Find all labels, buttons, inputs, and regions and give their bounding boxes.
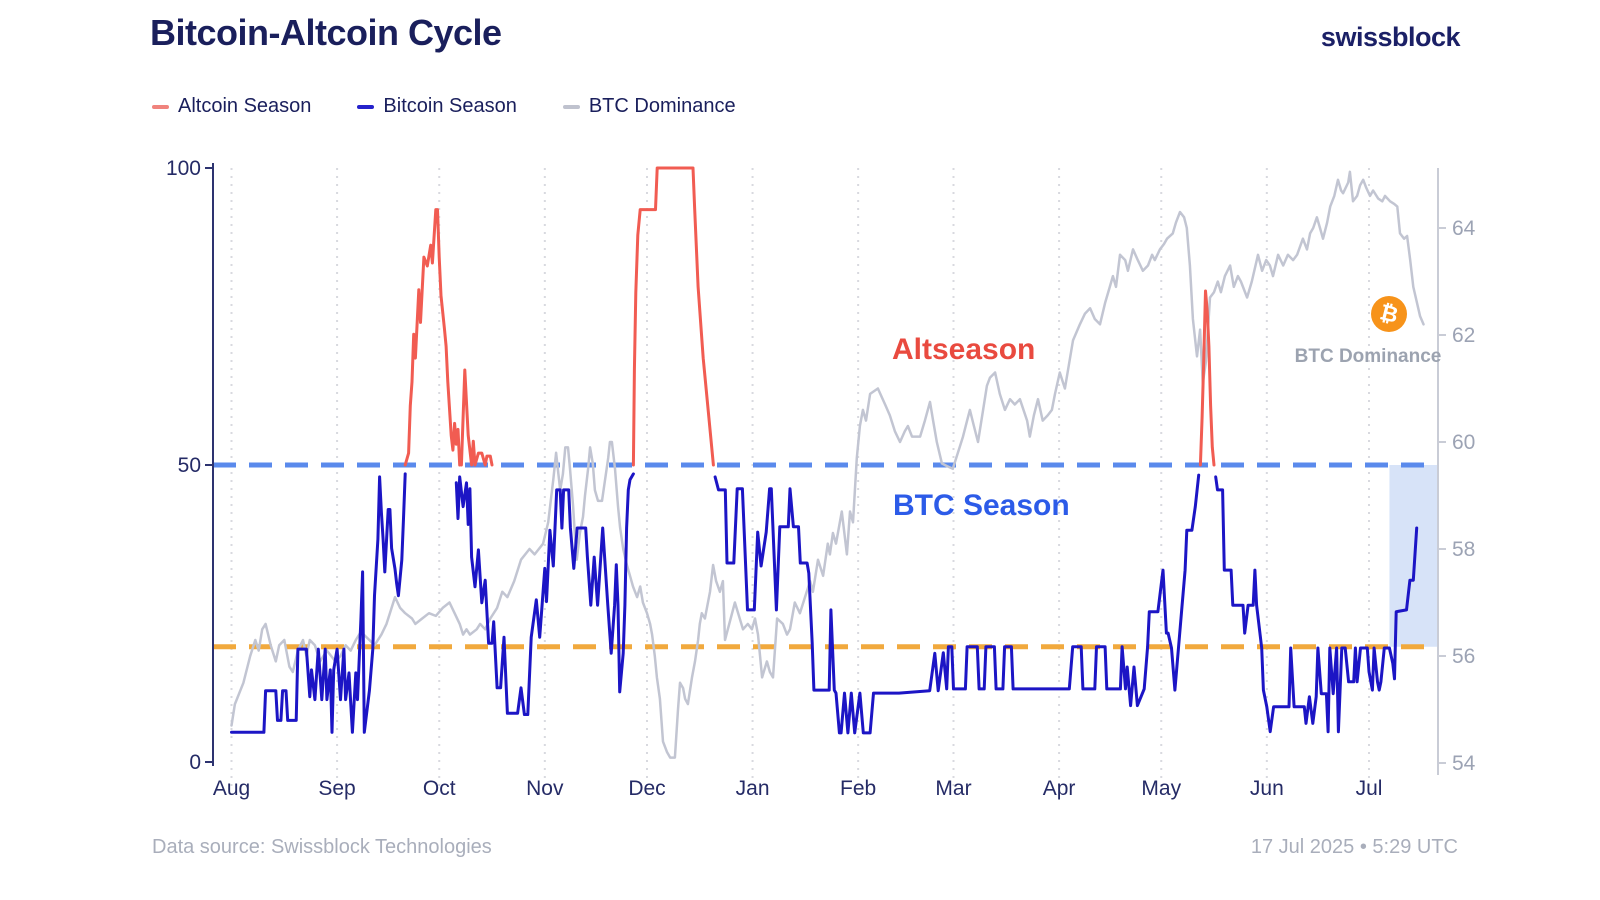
y-right-tick-label: 60 <box>1452 431 1475 454</box>
x-tick-label: Apr <box>1043 777 1076 800</box>
y-right-tick-label: 56 <box>1452 645 1475 668</box>
altcoin-season-line <box>403 208 462 467</box>
bitcoin-season-line <box>1214 475 1419 734</box>
x-tick-label: Nov <box>526 777 564 800</box>
y-left-tick-label: 0 <box>189 751 201 774</box>
legend-item-bitcoin-season: Bitcoin Season <box>357 95 517 118</box>
btc-dominance-line <box>230 170 1425 759</box>
altcoin-season-line <box>631 166 715 467</box>
legend-item-altcoin-season: Altcoin Season <box>152 95 311 118</box>
page-title: Bitcoin-Altcoin Cycle <box>150 12 502 53</box>
y-left-tick-label: 100 <box>166 157 201 180</box>
bitcoin-season-dash-icon <box>357 104 375 109</box>
bitcoin-glyph: ₿ <box>1377 299 1401 328</box>
x-tick-label: Dec <box>628 777 665 800</box>
bitcoin-season-line <box>713 473 1201 735</box>
x-tick-label: May <box>1141 777 1181 800</box>
y-right-tick-label: 54 <box>1452 752 1476 775</box>
altcoin-season-line <box>1198 289 1216 467</box>
legend-label: BTC Dominance <box>588 95 736 117</box>
x-tick-label: Aug <box>213 777 250 800</box>
bitcoin-season-line <box>230 472 407 734</box>
x-tick-label: Jul <box>1356 777 1383 800</box>
altcoin-season-dash-icon <box>152 104 169 109</box>
swissblock-logo: swissblock <box>1320 22 1461 52</box>
bitcoin-icon: ₿ <box>1371 296 1407 332</box>
x-tick-label: Oct <box>423 777 456 800</box>
y-right-tick-label: 58 <box>1452 538 1475 561</box>
y-right-tick-label: 64 <box>1452 217 1476 240</box>
legend: Altcoin Season Bitcoin Season BTC Domina… <box>152 95 736 118</box>
altseason-annotation: Altseason <box>892 333 1036 366</box>
x-tick-label: Mar <box>935 777 971 800</box>
x-tick-label: Feb <box>840 777 876 800</box>
bitcoin-season-line <box>454 472 635 716</box>
x-tick-label: Jun <box>1250 777 1284 800</box>
data-source-note: Data source: Swissblock Technologies <box>152 836 492 858</box>
timestamp: 17 Jul 2025 • 5:29 UTC <box>1250 836 1458 858</box>
y-right-tick-label: 62 <box>1452 324 1475 347</box>
y-left-tick-label: 50 <box>178 454 201 477</box>
legend-label: Bitcoin Season <box>383 95 517 117</box>
legend-item-btc-dominance: BTC Dominance <box>562 95 736 118</box>
x-tick-label: Sep <box>318 777 355 800</box>
altcoin-season-line <box>459 368 494 467</box>
btc-dominance-dash-icon <box>562 104 580 109</box>
btc-dominance-annotation: BTC Dominance <box>1294 346 1442 367</box>
x-tick-label: Jan <box>736 777 770 800</box>
btc-season-annotation: BTC Season <box>893 489 1070 522</box>
legend-label: Altcoin Season <box>178 95 312 117</box>
